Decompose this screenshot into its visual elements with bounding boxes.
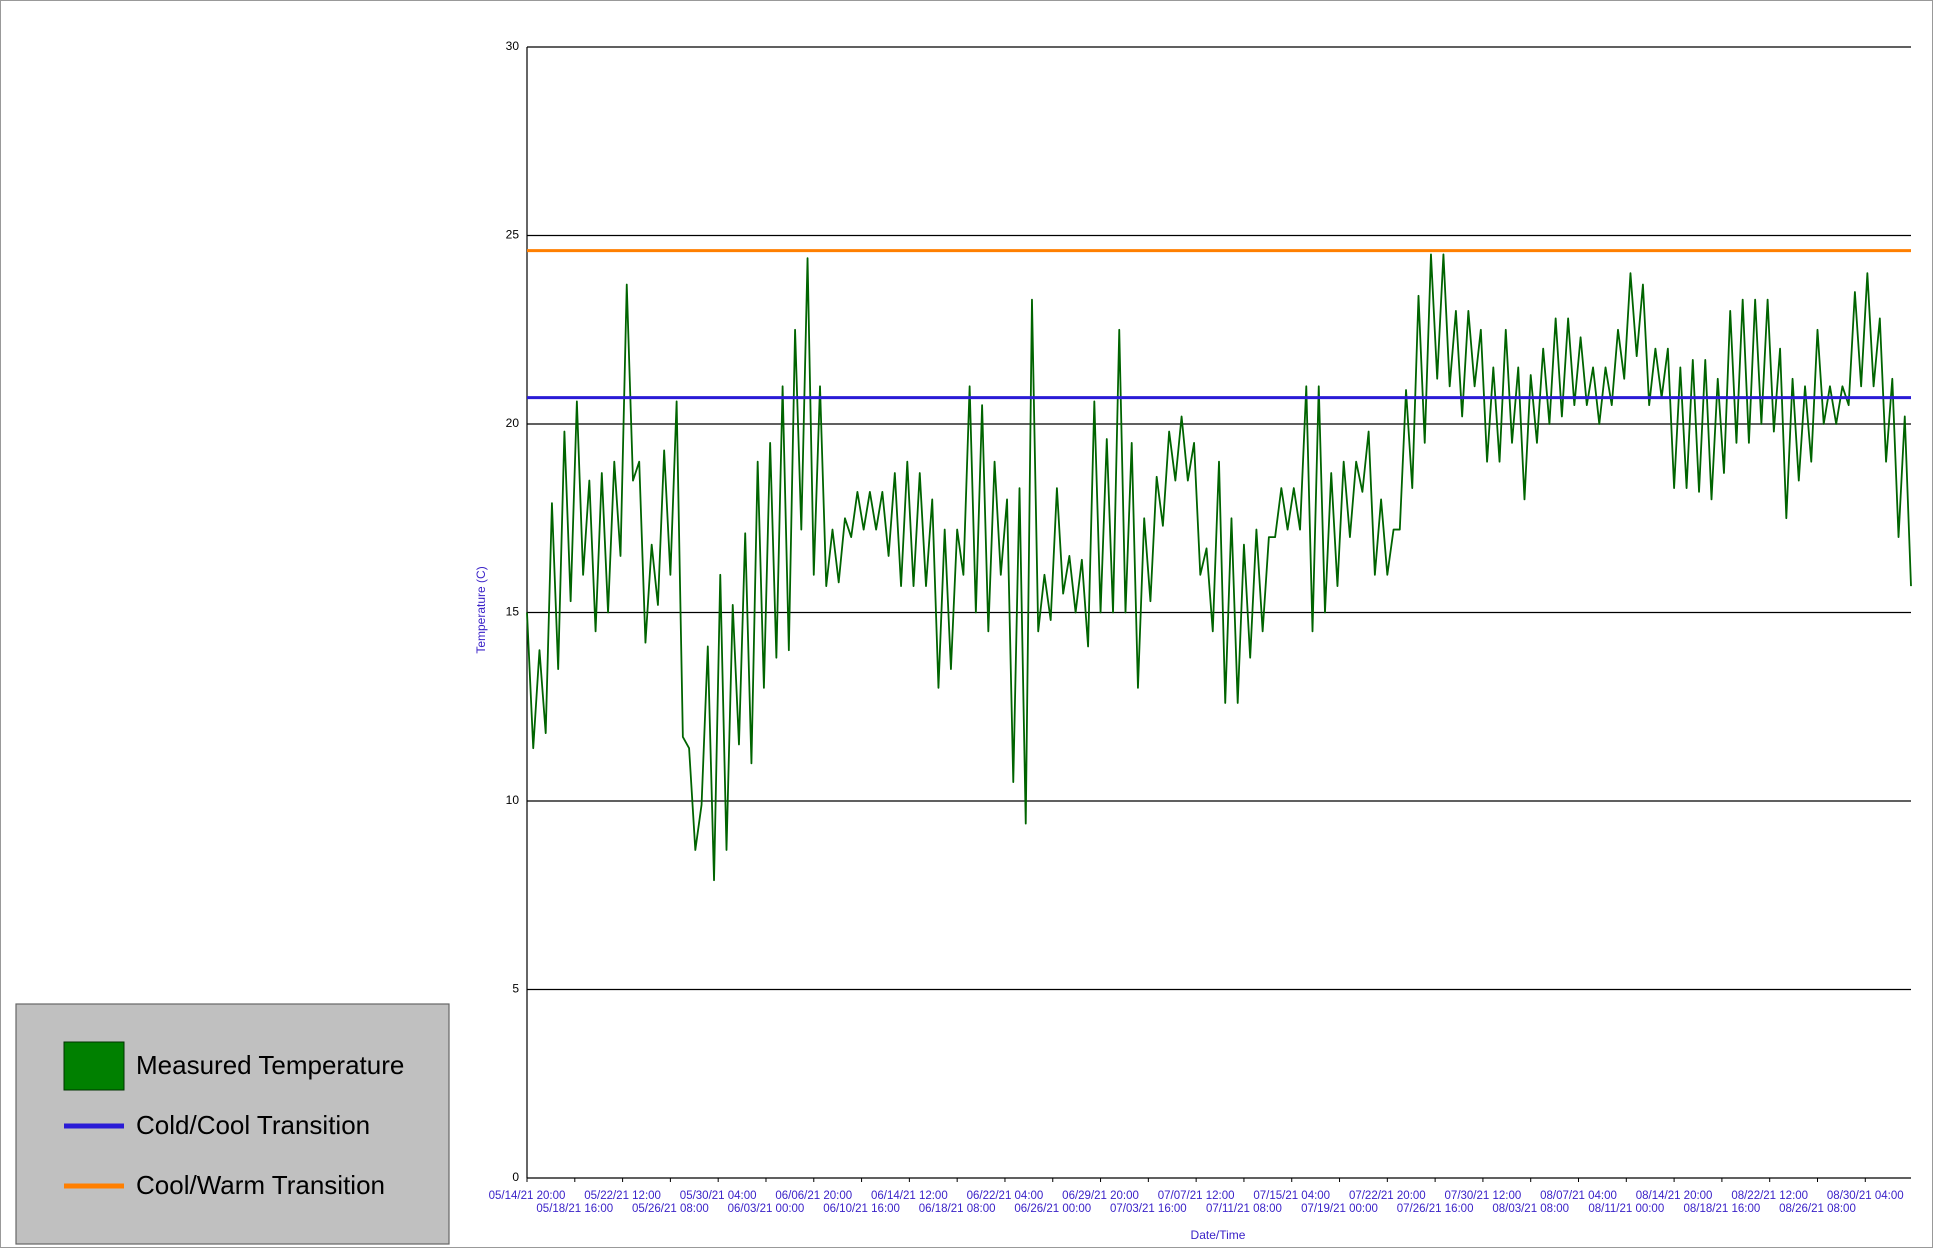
x-tick-label: 08/18/21 16:00	[1684, 1203, 1761, 1215]
legend-label: Cool/Warm Transition	[136, 1170, 385, 1200]
y-axis-label: Temperature (C)	[474, 566, 488, 653]
x-tick-label: 08/07/21 04:00	[1540, 1190, 1617, 1202]
x-axis-label: Date/Time	[1191, 1228, 1246, 1242]
x-tick-label: 06/06/21 20:00	[775, 1190, 852, 1202]
x-tick-label: 07/22/21 20:00	[1349, 1190, 1426, 1202]
x-tick-label: 08/26/21 08:00	[1779, 1203, 1856, 1215]
x-tick-label: 06/26/21 00:00	[1014, 1203, 1091, 1215]
legend-label: Measured Temperature	[136, 1050, 404, 1080]
y-tick-label: 20	[506, 416, 520, 430]
x-tick-label: 07/11/21 08:00	[1206, 1203, 1282, 1215]
x-tick-label: 07/03/21 16:00	[1110, 1203, 1187, 1215]
x-tick-label: 05/22/21 12:00	[584, 1190, 661, 1202]
x-tick-label: 06/22/21 04:00	[967, 1190, 1044, 1202]
y-tick-label: 15	[506, 605, 520, 619]
temperature-line	[526, 253, 1912, 882]
y-tick-label: 10	[506, 793, 520, 807]
x-tick-label: 07/26/21 16:00	[1397, 1203, 1474, 1215]
y-tick-label: 5	[512, 982, 519, 996]
x-tick-label: 05/26/21 08:00	[632, 1203, 709, 1215]
y-tick-label: 0	[512, 1170, 519, 1184]
x-tick-label: 08/14/21 20:00	[1636, 1190, 1713, 1202]
x-tick-label: 07/07/21 12:00	[1158, 1190, 1235, 1202]
x-tick-label: 08/22/21 12:00	[1731, 1190, 1808, 1202]
x-tick-label: 05/30/21 04:00	[680, 1190, 757, 1202]
x-tick-label: 07/15/21 04:00	[1253, 1190, 1330, 1202]
legend-swatch	[63, 1041, 125, 1091]
x-tick-label: 08/11/21 00:00	[1588, 1203, 1664, 1215]
legend-label: Cold/Cool Transition	[136, 1110, 370, 1140]
x-tick-label: 05/14/21 20:00	[489, 1190, 566, 1202]
x-tick-label: 08/30/21 04:00	[1827, 1190, 1904, 1202]
x-tick-label: 05/18/21 16:00	[536, 1203, 613, 1215]
x-tick-label: 06/03/21 00:00	[728, 1203, 805, 1215]
x-tick-label: 07/19/21 00:00	[1301, 1203, 1378, 1215]
x-tick-label: 06/10/21 16:00	[823, 1203, 900, 1215]
x-tick-label: 06/14/21 12:00	[871, 1190, 948, 1202]
x-tick-label: 07/30/21 12:00	[1445, 1190, 1522, 1202]
y-tick-label: 30	[506, 39, 520, 53]
x-tick-label: 06/18/21 08:00	[919, 1203, 996, 1215]
x-tick-label: 08/03/21 08:00	[1492, 1203, 1569, 1215]
x-tick-label: 06/29/21 20:00	[1062, 1190, 1139, 1202]
y-tick-label: 25	[506, 228, 520, 242]
